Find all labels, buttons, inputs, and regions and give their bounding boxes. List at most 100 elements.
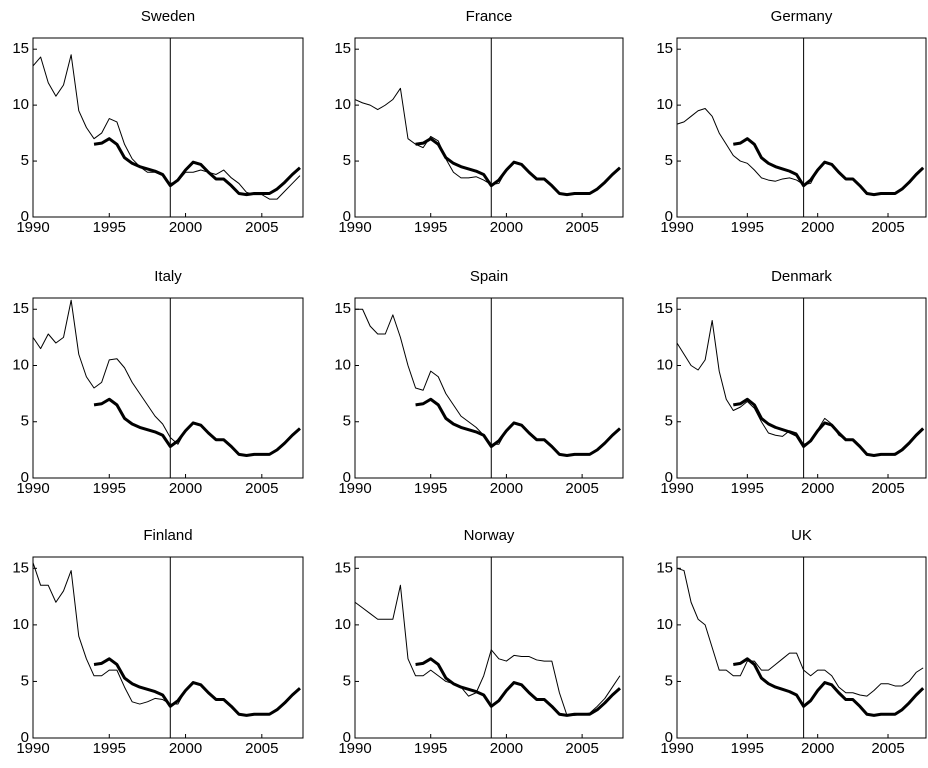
y-tick-label: 5 [21, 672, 29, 689]
y-tick-label: 15 [656, 300, 673, 317]
x-tick-label: 2005 [565, 740, 598, 757]
x-tick-label: 1995 [93, 480, 126, 497]
series-line [93, 137, 301, 197]
series-line [354, 584, 621, 716]
y-tick-label: 15 [12, 559, 29, 576]
y-tick-label: 10 [334, 96, 351, 113]
plot-frame [32, 37, 304, 218]
chart-title: Finland [143, 527, 192, 544]
y-tick-label: 0 [21, 729, 29, 746]
x-tick-label: 1995 [414, 740, 447, 757]
chart-title: Norway [464, 527, 515, 544]
y-tick-label: 15 [656, 40, 673, 57]
y-tick-label: 15 [12, 300, 29, 317]
series-line [355, 308, 621, 456]
y-tick-label: 10 [12, 616, 29, 633]
x-tick-label: 1995 [414, 480, 447, 497]
x-tick-label: 2000 [801, 740, 834, 757]
x-tick-label: 2000 [169, 219, 202, 236]
chart-title: Sweden [141, 8, 195, 25]
y-tick-label: 15 [12, 40, 29, 57]
series-line [32, 562, 301, 716]
plot-frame [354, 37, 624, 218]
y-tick-label: 15 [334, 300, 351, 317]
y-tick-label: 10 [656, 616, 673, 633]
x-tick-label: 1990 [16, 219, 49, 236]
y-tick-label: 10 [334, 616, 351, 633]
series-line [733, 397, 925, 457]
x-tick-label: 2000 [801, 219, 834, 236]
x-tick-label: 2005 [245, 480, 278, 497]
chart-title: Denmark [771, 268, 832, 285]
x-tick-label: 2000 [801, 480, 834, 497]
y-tick-label: 0 [21, 208, 29, 225]
x-tick-label: 2000 [490, 480, 523, 497]
y-tick-label: 5 [343, 672, 351, 689]
x-tick-label: 2005 [565, 219, 598, 236]
chart-title: Germany [771, 8, 833, 25]
chart-title: Italy [154, 268, 182, 285]
series-line [676, 567, 924, 697]
x-tick-label: 2000 [490, 740, 523, 757]
x-tick-label: 1995 [731, 740, 764, 757]
series-line [93, 397, 301, 457]
x-tick-label: 1990 [338, 740, 371, 757]
plot-frame [676, 556, 927, 739]
series-line [733, 137, 925, 197]
y-tick-label: 5 [665, 413, 673, 430]
y-tick-label: 15 [334, 40, 351, 57]
x-tick-label: 1990 [16, 740, 49, 757]
y-tick-label: 15 [334, 559, 351, 576]
y-tick-label: 5 [21, 413, 29, 430]
y-tick-label: 0 [343, 729, 351, 746]
plot-frame [32, 556, 304, 739]
x-tick-label: 1990 [660, 740, 693, 757]
series-line [32, 299, 301, 456]
plot-frame [32, 297, 304, 479]
x-tick-label: 1990 [660, 219, 693, 236]
y-tick-label: 10 [12, 96, 29, 113]
x-tick-label: 1995 [93, 219, 126, 236]
chart-title: Spain [470, 268, 508, 285]
y-tick-label: 0 [21, 469, 29, 486]
x-tick-label: 1990 [660, 480, 693, 497]
y-tick-label: 0 [665, 729, 673, 746]
x-tick-label: 2000 [169, 740, 202, 757]
y-tick-label: 0 [665, 469, 673, 486]
plot-frame [354, 556, 624, 739]
x-tick-label: 1990 [338, 480, 371, 497]
plot-frame [676, 297, 927, 479]
chart-title: UK [791, 527, 812, 544]
y-tick-label: 5 [343, 413, 351, 430]
x-tick-label: 1990 [16, 480, 49, 497]
y-tick-label: 5 [665, 152, 673, 169]
x-tick-label: 1995 [731, 480, 764, 497]
x-tick-label: 1995 [731, 219, 764, 236]
x-tick-label: 1990 [338, 219, 371, 236]
x-tick-label: 2000 [490, 219, 523, 236]
y-tick-label: 0 [343, 208, 351, 225]
chart-title: France [466, 8, 513, 25]
y-tick-label: 5 [21, 152, 29, 169]
y-tick-label: 5 [343, 152, 351, 169]
plot-frame [676, 37, 927, 218]
series-line [676, 320, 924, 456]
series-line [415, 397, 621, 457]
x-tick-label: 2005 [245, 740, 278, 757]
plot-frame [354, 297, 624, 479]
x-tick-label: 2005 [245, 219, 278, 236]
x-tick-label: 2000 [169, 480, 202, 497]
x-tick-label: 2005 [565, 480, 598, 497]
y-tick-label: 0 [665, 208, 673, 225]
y-tick-label: 5 [665, 672, 673, 689]
x-tick-label: 2005 [871, 219, 904, 236]
series-line [93, 657, 301, 717]
y-tick-label: 10 [12, 356, 29, 373]
x-tick-label: 1995 [93, 740, 126, 757]
x-tick-label: 2005 [871, 740, 904, 757]
series-line [415, 657, 621, 717]
series-line [733, 657, 925, 717]
y-tick-label: 10 [656, 356, 673, 373]
series-line [415, 137, 621, 197]
